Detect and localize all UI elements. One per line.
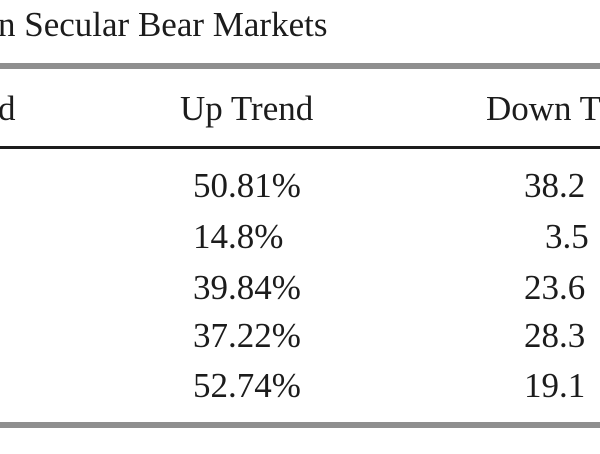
up-trend-value: 50.81% (193, 166, 301, 205)
down-trend-value: 28.3 (524, 316, 586, 355)
column-header-up-trend: Up Trend (180, 89, 314, 128)
top-rule (0, 63, 600, 69)
up-trend-value: 37.22% (193, 316, 301, 355)
down-trend-value: 3.5 (545, 217, 589, 256)
down-trend-value: 19.1 (524, 366, 586, 405)
column-header-down-trend: Down T (486, 89, 600, 128)
up-trend-value: 39.84% (193, 268, 301, 307)
table-title: n Secular Bear Markets (0, 5, 328, 44)
column-header-period: d (0, 89, 16, 128)
down-trend-value: 38.2 (524, 166, 586, 205)
header-rule (0, 146, 600, 149)
bottom-rule (0, 422, 600, 428)
up-trend-value: 52.74% (193, 366, 301, 405)
up-trend-value: 14.8% (193, 217, 284, 256)
down-trend-value: 23.6 (524, 268, 586, 307)
